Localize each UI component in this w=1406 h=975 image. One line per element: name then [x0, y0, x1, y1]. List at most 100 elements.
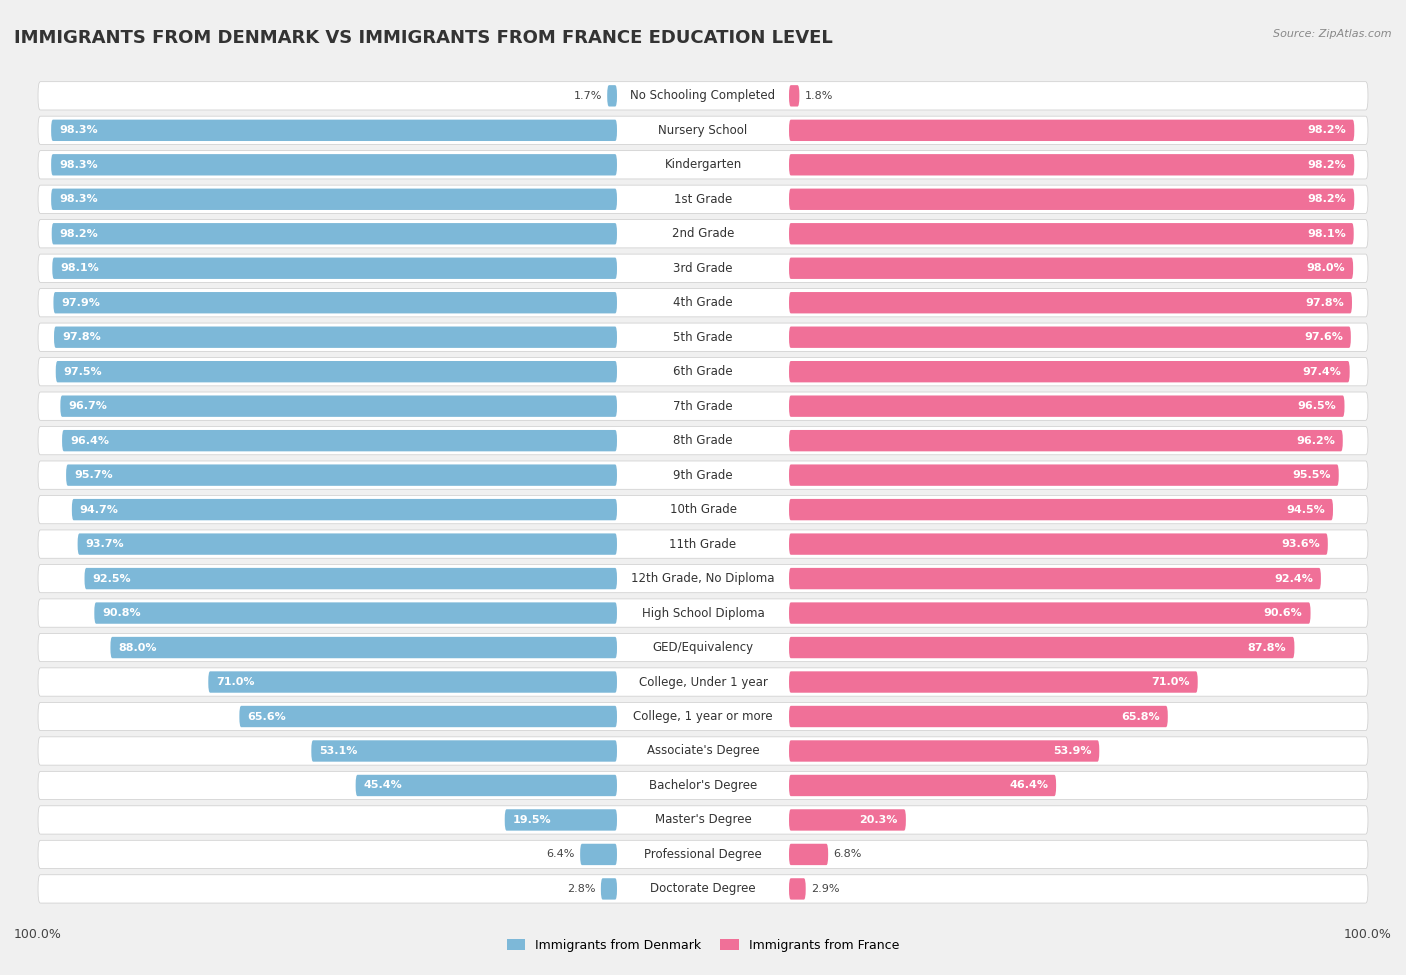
Text: 4th Grade: 4th Grade — [673, 296, 733, 309]
FancyBboxPatch shape — [356, 775, 617, 797]
Text: 2.8%: 2.8% — [567, 884, 596, 894]
Text: 98.0%: 98.0% — [1306, 263, 1346, 273]
Text: 71.0%: 71.0% — [217, 677, 254, 687]
Text: Source: ZipAtlas.com: Source: ZipAtlas.com — [1274, 29, 1392, 39]
FancyBboxPatch shape — [38, 254, 1368, 283]
Text: 71.0%: 71.0% — [1152, 677, 1189, 687]
Text: 100.0%: 100.0% — [14, 928, 62, 941]
FancyBboxPatch shape — [38, 495, 1368, 524]
Text: 95.7%: 95.7% — [75, 470, 112, 480]
Text: 92.4%: 92.4% — [1274, 573, 1313, 584]
FancyBboxPatch shape — [789, 567, 1320, 589]
Text: College, Under 1 year: College, Under 1 year — [638, 676, 768, 688]
Text: 97.4%: 97.4% — [1303, 367, 1341, 376]
Text: 100.0%: 100.0% — [1344, 928, 1392, 941]
Text: 12th Grade, No Diploma: 12th Grade, No Diploma — [631, 572, 775, 585]
FancyBboxPatch shape — [789, 430, 1343, 451]
Text: Kindergarten: Kindergarten — [665, 158, 741, 172]
FancyBboxPatch shape — [38, 358, 1368, 386]
FancyBboxPatch shape — [38, 771, 1368, 799]
FancyBboxPatch shape — [311, 740, 617, 761]
Text: No Schooling Completed: No Schooling Completed — [630, 90, 776, 102]
Text: 97.5%: 97.5% — [63, 367, 103, 376]
FancyBboxPatch shape — [56, 361, 617, 382]
FancyBboxPatch shape — [38, 392, 1368, 420]
FancyBboxPatch shape — [94, 603, 617, 624]
FancyBboxPatch shape — [38, 668, 1368, 696]
Text: 98.2%: 98.2% — [1308, 194, 1347, 205]
Text: 96.5%: 96.5% — [1298, 401, 1337, 411]
Text: 97.6%: 97.6% — [1303, 332, 1343, 342]
Text: 88.0%: 88.0% — [118, 643, 157, 652]
FancyBboxPatch shape — [77, 533, 617, 555]
Text: High School Diploma: High School Diploma — [641, 606, 765, 619]
FancyBboxPatch shape — [38, 82, 1368, 110]
FancyBboxPatch shape — [51, 154, 617, 176]
FancyBboxPatch shape — [72, 499, 617, 521]
Text: 90.8%: 90.8% — [103, 608, 141, 618]
Text: IMMIGRANTS FROM DENMARK VS IMMIGRANTS FROM FRANCE EDUCATION LEVEL: IMMIGRANTS FROM DENMARK VS IMMIGRANTS FR… — [14, 29, 832, 47]
Text: 53.9%: 53.9% — [1053, 746, 1091, 756]
FancyBboxPatch shape — [38, 116, 1368, 144]
FancyBboxPatch shape — [51, 120, 617, 141]
Text: 6.8%: 6.8% — [834, 849, 862, 859]
FancyBboxPatch shape — [789, 878, 806, 900]
FancyBboxPatch shape — [84, 567, 617, 589]
FancyBboxPatch shape — [789, 843, 828, 865]
FancyBboxPatch shape — [789, 603, 1310, 624]
FancyBboxPatch shape — [208, 672, 617, 692]
FancyBboxPatch shape — [789, 740, 1099, 761]
FancyBboxPatch shape — [52, 257, 617, 279]
Text: 98.2%: 98.2% — [1308, 126, 1347, 136]
Text: 94.5%: 94.5% — [1286, 505, 1324, 515]
FancyBboxPatch shape — [789, 292, 1353, 313]
FancyBboxPatch shape — [789, 533, 1327, 555]
Text: 45.4%: 45.4% — [364, 780, 402, 791]
FancyBboxPatch shape — [38, 289, 1368, 317]
Text: 46.4%: 46.4% — [1010, 780, 1047, 791]
FancyBboxPatch shape — [38, 185, 1368, 214]
Text: 98.3%: 98.3% — [59, 160, 97, 170]
Legend: Immigrants from Denmark, Immigrants from France: Immigrants from Denmark, Immigrants from… — [502, 934, 904, 956]
FancyBboxPatch shape — [38, 634, 1368, 662]
Text: 9th Grade: 9th Grade — [673, 469, 733, 482]
Text: 96.4%: 96.4% — [70, 436, 110, 446]
FancyBboxPatch shape — [505, 809, 617, 831]
FancyBboxPatch shape — [789, 327, 1351, 348]
FancyBboxPatch shape — [789, 257, 1353, 279]
Text: 19.5%: 19.5% — [513, 815, 551, 825]
FancyBboxPatch shape — [38, 599, 1368, 627]
FancyBboxPatch shape — [789, 188, 1354, 210]
FancyBboxPatch shape — [66, 464, 617, 486]
FancyBboxPatch shape — [111, 637, 617, 658]
Text: Nursery School: Nursery School — [658, 124, 748, 136]
Text: 96.7%: 96.7% — [69, 401, 107, 411]
FancyBboxPatch shape — [38, 323, 1368, 351]
FancyBboxPatch shape — [789, 120, 1354, 141]
FancyBboxPatch shape — [52, 223, 617, 245]
FancyBboxPatch shape — [38, 565, 1368, 593]
FancyBboxPatch shape — [789, 775, 1056, 797]
FancyBboxPatch shape — [38, 151, 1368, 179]
Text: 97.8%: 97.8% — [1305, 297, 1344, 308]
FancyBboxPatch shape — [789, 499, 1333, 521]
FancyBboxPatch shape — [789, 637, 1295, 658]
Text: Professional Degree: Professional Degree — [644, 848, 762, 861]
Text: 1st Grade: 1st Grade — [673, 193, 733, 206]
Text: 97.8%: 97.8% — [62, 332, 101, 342]
FancyBboxPatch shape — [38, 426, 1368, 454]
Text: 98.2%: 98.2% — [59, 229, 98, 239]
FancyBboxPatch shape — [38, 840, 1368, 869]
Text: 93.7%: 93.7% — [86, 539, 124, 549]
Text: 2nd Grade: 2nd Grade — [672, 227, 734, 240]
FancyBboxPatch shape — [789, 464, 1339, 486]
Text: 98.2%: 98.2% — [1308, 160, 1347, 170]
FancyBboxPatch shape — [789, 154, 1354, 176]
Text: 65.6%: 65.6% — [247, 712, 285, 722]
Text: 3rd Grade: 3rd Grade — [673, 261, 733, 275]
Text: GED/Equivalency: GED/Equivalency — [652, 641, 754, 654]
FancyBboxPatch shape — [789, 223, 1354, 245]
Text: 1.8%: 1.8% — [804, 91, 832, 100]
FancyBboxPatch shape — [53, 327, 617, 348]
FancyBboxPatch shape — [60, 396, 617, 417]
